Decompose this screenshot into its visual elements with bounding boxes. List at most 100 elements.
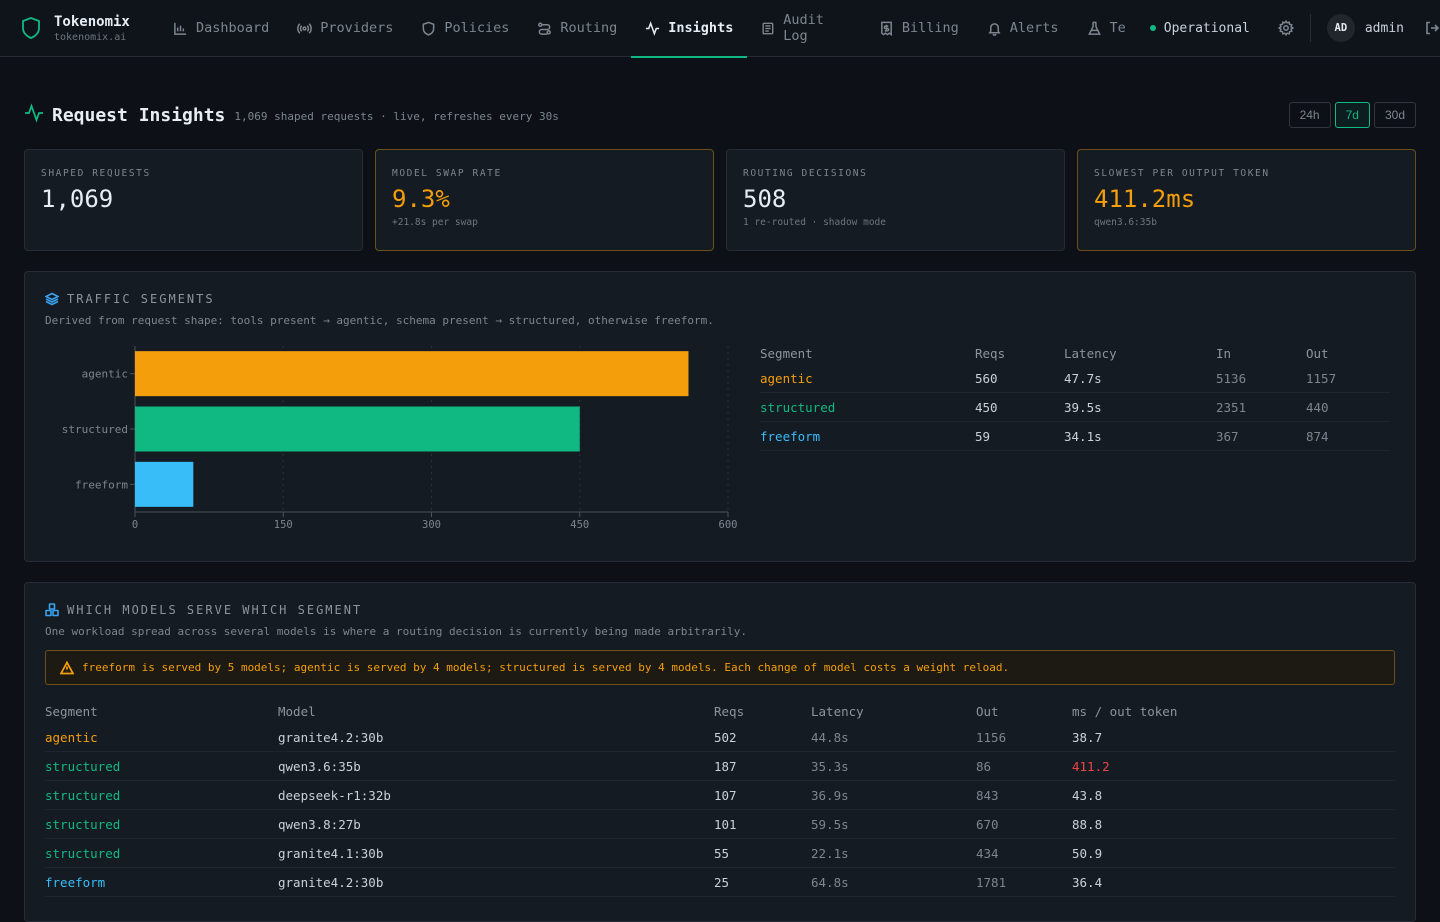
- ms-per-token-cell: 43.8: [1072, 787, 1103, 803]
- panel-title: TRAFFIC SEGMENTS: [45, 292, 1395, 306]
- divider: [1309, 14, 1311, 42]
- nav-providers-label: Providers: [320, 20, 394, 36]
- nav-policies[interactable]: Policies: [407, 0, 523, 57]
- table-row[interactable]: freeform 59 34.1s 367 874: [760, 422, 1390, 451]
- traffic-segments-panel: TRAFFIC SEGMENTS Derived from request sh…: [24, 271, 1416, 562]
- model-cell: granite4.2:30b: [278, 874, 384, 890]
- table-row[interactable]: structured qwen3.6:35b 187 35.3s 86 411.…: [45, 752, 1395, 781]
- top-bar: Tokenomix tokenomix.ai Dashboard Provide…: [0, 0, 1440, 58]
- nav-te[interactable]: Te: [1073, 0, 1140, 57]
- latency-cell: 44.8s: [811, 729, 849, 745]
- latency-cell: 34.1s: [1064, 428, 1102, 444]
- stat-label: ROUTING DECISIONS: [743, 168, 868, 179]
- segment-cell: agentic: [45, 729, 98, 745]
- bar-agentic: [135, 351, 689, 397]
- user-menu[interactable]: AD admin: [1326, 14, 1404, 42]
- segments-table: Segment Reqs Latency In Out agentic 560 …: [760, 342, 1390, 451]
- activity-icon: [646, 20, 660, 36]
- range-24h-button[interactable]: 24h: [1288, 102, 1331, 128]
- bar-chart-icon: [174, 22, 187, 35]
- table-row[interactable]: agentic 560 47.7s 5136 1157: [760, 364, 1390, 393]
- segment-cell: agentic: [760, 370, 813, 386]
- table-row[interactable]: agentic granite4.2:30b 502 44.8s 1156 38…: [45, 723, 1395, 752]
- out-cell: 843: [976, 787, 999, 803]
- nav-alerts[interactable]: Alerts: [973, 0, 1073, 57]
- settings-button[interactable]: [1264, 20, 1308, 36]
- nav-insights[interactable]: Insights: [631, 0, 748, 58]
- model-cell: qwen3.6:35b: [278, 758, 361, 774]
- logout-icon: [1426, 21, 1440, 35]
- main-nav: Dashboard Providers Policies Routing Ins…: [159, 0, 1140, 58]
- range-7d-button[interactable]: 7d: [1334, 102, 1370, 128]
- stat-cards: SHAPED REQUESTS 1,069 MODEL SWAP RATE 9.…: [24, 149, 1416, 251]
- app-domain: tokenomix.ai: [54, 31, 127, 43]
- nav-dashboard-label: Dashboard: [196, 20, 270, 36]
- nav-audit-log-label: Audit Log: [783, 12, 824, 44]
- column-header: Segment: [45, 703, 98, 719]
- warning-banner: freeform is served by 5 models; agentic …: [45, 650, 1395, 685]
- in-cell: 2351: [1216, 399, 1247, 415]
- table-row[interactable]: freeform granite4.2:30b 25 64.8s 1781 36…: [45, 868, 1395, 897]
- nav-audit-log[interactable]: Audit Log: [747, 0, 864, 57]
- shield-logo-icon: [22, 17, 40, 39]
- out-cell: 1157: [1306, 370, 1337, 386]
- shield-icon: [422, 21, 435, 36]
- brand[interactable]: Tokenomix tokenomix.ai: [20, 14, 159, 43]
- x-tick-label: 450: [570, 519, 589, 531]
- stat-sub: +21.8s per swap: [392, 217, 478, 228]
- panel-description: One workload spread across several model…: [45, 625, 747, 638]
- latency-cell: 39.5s: [1064, 399, 1102, 415]
- nav-alerts-label: Alerts: [1009, 20, 1059, 36]
- table-row[interactable]: structured granite4.1:30b 55 22.1s 434 5…: [45, 839, 1395, 868]
- nav-billing[interactable]: Billing: [865, 0, 973, 57]
- table-row[interactable]: structured 450 39.5s 2351 440: [760, 393, 1390, 422]
- segment-cell: structured: [45, 845, 121, 861]
- out-cell: 86: [976, 758, 992, 774]
- stat-value: 1,069: [41, 185, 114, 213]
- reqs-cell: 107: [714, 787, 737, 803]
- nav-te-label: Te: [1109, 20, 1126, 36]
- nav-dashboard[interactable]: Dashboard: [159, 0, 283, 57]
- table-row[interactable]: structured qwen3.8:27b 101 59.5s 670 88.…: [45, 810, 1395, 839]
- activity-icon: [24, 103, 44, 127]
- reqs-cell: 59: [975, 428, 991, 444]
- in-cell: 5136: [1216, 370, 1247, 386]
- nav-routing[interactable]: Routing: [523, 0, 631, 57]
- warning-icon: [60, 660, 74, 674]
- y-tick-label: agentic: [82, 368, 128, 381]
- panel-title-text: WHICH MODELS SERVE WHICH SEGMENT: [67, 603, 363, 617]
- column-header: In: [1216, 345, 1232, 361]
- stat-value: 9.3%: [392, 185, 450, 213]
- table-header: Segment Model Reqs Latency Out ms / out …: [45, 699, 1395, 723]
- stat-value: 508: [743, 185, 787, 213]
- out-cell: 440: [1306, 399, 1329, 415]
- nav-providers[interactable]: Providers: [283, 0, 407, 57]
- column-header: Out: [1306, 345, 1329, 361]
- reqs-cell: 101: [714, 816, 737, 832]
- bar-freeform: [135, 461, 194, 507]
- reqs-cell: 55: [714, 845, 730, 861]
- column-header: Latency: [1064, 345, 1117, 361]
- logout-button[interactable]: [1424, 20, 1440, 36]
- page-header: Request Insights 1,069 shaped requests ·…: [24, 100, 1416, 130]
- reqs-cell: 187: [714, 758, 737, 774]
- ms-per-token-cell: 38.7: [1072, 729, 1103, 745]
- x-tick-label: 150: [274, 519, 293, 531]
- reqs-cell: 450: [975, 399, 998, 415]
- status-dot: [1149, 25, 1156, 31]
- range-30d-button[interactable]: 30d: [1373, 102, 1416, 128]
- nav-routing-label: Routing: [560, 20, 618, 36]
- x-tick-label: 0: [132, 519, 138, 531]
- column-header: Out: [976, 703, 999, 719]
- table-row[interactable]: structured deepseek-r1:32b 107 36.9s 843…: [45, 781, 1395, 810]
- stat-card-routing-decisions: ROUTING DECISIONS 508 1 re-routed · shad…: [726, 149, 1065, 251]
- reqs-cell: 560: [975, 370, 998, 386]
- stat-label: MODEL SWAP RATE: [392, 168, 502, 179]
- segment-bar-chart: agentic structured freeform 0 150 300 450 600: [62, 346, 737, 531]
- broadcast-icon: [297, 22, 313, 34]
- column-header: Reqs: [714, 703, 745, 719]
- model-cell: qwen3.8:27b: [278, 816, 361, 832]
- in-cell: 367: [1216, 428, 1239, 444]
- y-tick-label: structured: [62, 423, 128, 436]
- models-by-segment-panel: WHICH MODELS SERVE WHICH SEGMENT One wor…: [24, 582, 1416, 922]
